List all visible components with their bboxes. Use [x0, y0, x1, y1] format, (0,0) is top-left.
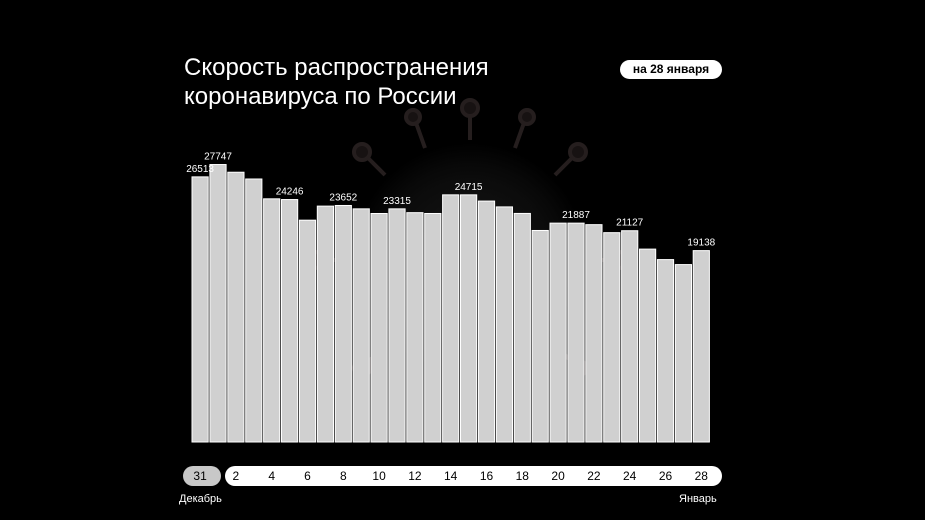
- x-axis-current-pill: [183, 466, 221, 486]
- bar-4: [263, 198, 281, 443]
- bar-31: [191, 176, 209, 443]
- bar-27: [674, 264, 692, 443]
- bar-19: [531, 229, 549, 443]
- bar-7: [316, 205, 334, 443]
- tick-label-22: 22: [587, 469, 601, 483]
- bar-20: [549, 222, 567, 443]
- tick-label-8: 8: [339, 469, 347, 483]
- chart-title: Скорость распространения коронавируса по…: [184, 54, 489, 110]
- data-label-1: 27747: [204, 152, 232, 163]
- tick-label-18: 18: [515, 469, 529, 483]
- bar-15: [460, 194, 478, 443]
- data-label-11: 23315: [383, 196, 411, 207]
- bar-16: [477, 200, 496, 443]
- bar-13: [424, 212, 442, 443]
- bar-6: [298, 219, 317, 443]
- bar-5: [281, 199, 299, 443]
- data-label-21: 21887: [562, 210, 590, 221]
- bar-22: [585, 224, 603, 443]
- bar-1: [209, 164, 227, 443]
- tick-label-26: 26: [658, 469, 673, 483]
- tick-label-31: 31: [193, 469, 207, 483]
- bar-3: [245, 178, 263, 443]
- bar-24: [621, 230, 639, 443]
- data-label-8: 23652: [329, 192, 357, 203]
- bar-28: [692, 250, 710, 443]
- bar-23: [603, 232, 621, 443]
- bar-2: [227, 171, 245, 443]
- month-label-start: Декабрь: [179, 493, 222, 505]
- date-badge: на 28 января: [620, 60, 722, 79]
- data-label-5: 24246: [276, 187, 304, 198]
- bar-14: [442, 194, 460, 443]
- data-label-31: 26513: [186, 164, 214, 175]
- bar-9: [352, 208, 370, 443]
- tick-label-6: 6: [304, 469, 311, 483]
- bar-25: [639, 248, 657, 443]
- data-label-15: 24715: [455, 182, 483, 193]
- tick-label-16: 16: [479, 469, 494, 483]
- bar-10: [370, 213, 388, 443]
- tick-label-20: 20: [551, 469, 565, 483]
- tick-label-10: 10: [372, 469, 386, 483]
- tick-label-2: 2: [232, 469, 240, 483]
- bar-11: [388, 208, 406, 443]
- data-label-28: 19138: [687, 238, 715, 249]
- tick-label-4: 4: [268, 469, 276, 483]
- tick-label-14: 14: [444, 469, 458, 483]
- bar-18: [513, 212, 531, 443]
- bar-21: [567, 222, 585, 443]
- bar-26: [656, 259, 675, 443]
- bar-17: [495, 206, 513, 443]
- bar-12: [406, 212, 424, 443]
- month-label-end: Январь: [679, 493, 717, 505]
- data-label-24: 21127: [616, 218, 644, 229]
- tick-label-12: 12: [408, 469, 422, 483]
- bar-8: [334, 204, 352, 443]
- tick-label-28: 28: [694, 469, 708, 483]
- tick-label-24: 24: [623, 469, 637, 483]
- x-axis-pill: [225, 466, 722, 486]
